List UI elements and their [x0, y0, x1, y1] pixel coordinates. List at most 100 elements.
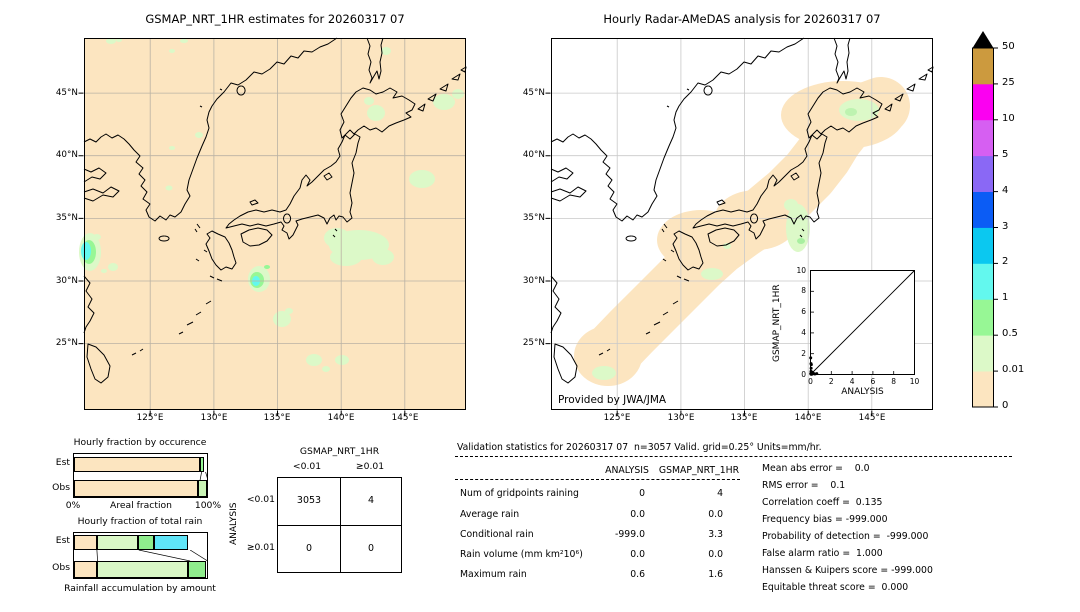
stats-metric: Hanssen & Kuipers score = -999.000	[762, 565, 933, 576]
occurrence-xmax-label: 100%	[194, 500, 222, 511]
right-map-title: Hourly Radar-AMeDAS analysis for 2026031…	[603, 12, 881, 26]
stats-metric: Mean abs error = 0.0	[762, 463, 870, 474]
inset-y-tick-label: 8	[801, 286, 806, 296]
stats-col-analysis: ANALYSIS	[605, 465, 649, 476]
coastline	[550, 37, 934, 384]
colorbar-segment	[972, 371, 994, 408]
contingency-table: 3053 4 0 0	[277, 477, 402, 573]
stats-separator	[455, 479, 740, 480]
left-map-xtick: 135°E	[263, 413, 291, 423]
contingency-row-group: ANALYSIS	[229, 502, 239, 546]
left-map-ytick: 25°N	[55, 338, 78, 348]
bar-segment	[74, 535, 97, 550]
right-map-ytick: 40°N	[522, 150, 545, 160]
colorbar-tick-label: 10	[1002, 112, 1015, 124]
stats-row-label: Conditional rain	[460, 529, 534, 540]
scatter-point	[809, 363, 813, 367]
stats-row-label: Average rain	[460, 509, 520, 520]
inset-y-tick-label: 4	[801, 327, 806, 337]
credit-text: Provided by JWA/JMA	[558, 394, 667, 406]
left-map-xtick: 125°E	[136, 413, 164, 423]
colorbar-segment	[972, 263, 994, 300]
inset-y-tick-labels: 0 2 4 6 8 10	[788, 266, 806, 379]
inset-y-tick-label: 2	[801, 348, 806, 358]
right-map-ytick: 35°N	[522, 213, 545, 223]
right-map-xtick: 135°E	[730, 413, 758, 423]
bar-segment	[188, 561, 206, 578]
right-map-gridlines	[551, 38, 933, 410]
bar-segment	[198, 480, 207, 497]
right-map-ytick: 30°N	[522, 276, 545, 286]
left-map-ytick: 35°N	[55, 213, 78, 223]
stats-metric: False alarm ratio = 1.000	[762, 548, 883, 559]
scatter-point	[809, 372, 813, 376]
inset-diagonal-line	[810, 270, 915, 375]
inset-x-tick-label: 6	[870, 377, 876, 386]
right-map-xtick: 145°E	[858, 413, 886, 423]
stats-metric: Frequency bias = -999.000	[762, 514, 888, 525]
inset-x-tick-label: 8	[891, 377, 897, 386]
stats-header: Validation statistics for 20260317 07 n=…	[457, 442, 822, 453]
stats-analysis-value: 0	[639, 488, 645, 499]
colorbar-over-arrow	[972, 31, 994, 48]
left-map-xtick: 130°E	[200, 413, 228, 423]
coastline	[83, 37, 467, 384]
colorbar-segment	[972, 119, 994, 157]
occurrence-xmin-label: 0%	[65, 500, 81, 511]
colorbar-segment	[972, 191, 994, 228]
left-map-ytick: 30°N	[55, 276, 78, 286]
stats-metric: Equitable threat score = 0.000	[762, 582, 909, 593]
inset-y-tick-label: 10	[796, 265, 806, 275]
stats-row-label: Maximum rain	[460, 569, 527, 580]
occurrence-xaxis-label: Areal fraction	[110, 500, 172, 511]
stats-metric: Probability of detection = -999.000	[762, 531, 929, 542]
totalrain-chart-title: Hourly fraction of total rain	[77, 516, 203, 527]
scatter-point	[809, 356, 813, 360]
right-map-ytick: 25°N	[522, 338, 545, 348]
totalrain-obs-label: Obs	[52, 562, 70, 573]
inset-yaxis-label: GSMAP_NRT_1HR	[772, 284, 782, 362]
obs-bar	[74, 480, 207, 497]
occurrence-chart	[73, 453, 208, 498]
inset-scatter-plot	[809, 270, 915, 376]
right-map-xtick: 125°E	[603, 413, 631, 423]
map-frame	[551, 38, 933, 410]
totalrain-chart-footer: Rainfall accumulation by amount	[64, 583, 216, 594]
colorbar-segment	[972, 299, 994, 336]
stats-analysis-value: 0.0	[630, 509, 645, 520]
contingency-col-group: GSMAP_NRT_1HR	[299, 446, 380, 457]
stats-gsmap-value: 0.0	[708, 549, 723, 560]
colorbar-tick-label: 1	[1002, 292, 1009, 304]
stats-analysis-value: 0.0	[630, 549, 645, 560]
colorbar-labels: 0 0.01 0.5 1 2 3 4 5 10 25 50	[972, 30, 1080, 422]
left-map-precip-patches	[79, 38, 464, 372]
colorbar-tick-label: 0	[1002, 400, 1009, 411]
est-bar	[74, 535, 207, 550]
map-frame	[84, 38, 466, 410]
stats-gsmap-value: 4	[717, 488, 723, 499]
colorbar-tick-label: 0.01	[1002, 364, 1025, 376]
map-tick-marks	[545, 92, 873, 416]
colorbar-segment	[972, 48, 994, 85]
colorbar-tick-label: 25	[1002, 76, 1015, 88]
inset-x-tick-label: 2	[828, 377, 834, 386]
stats-metric: Correlation coeff = 0.135	[762, 497, 883, 508]
bar-segment	[74, 561, 98, 578]
bar-segment	[96, 535, 138, 550]
scatter-point	[815, 372, 819, 376]
colorbar-segment	[972, 335, 994, 372]
bar-segment	[97, 561, 189, 578]
est-bar	[74, 457, 207, 472]
stats-gsmap-value: 1.6	[708, 569, 723, 580]
totalrain-est-label: Est	[55, 535, 70, 546]
inset-xaxis-label: ANALYSIS	[841, 387, 884, 397]
bar-segment	[137, 535, 154, 550]
stats-gsmap-value: 3.3	[708, 529, 723, 540]
colorbar-tick-label: 5	[1002, 148, 1009, 160]
left-map	[78, 37, 467, 416]
contingency-cell: 3053	[296, 495, 322, 506]
inset-y-tick-label: 6	[801, 307, 806, 317]
map-tick-marks	[78, 92, 406, 416]
right-map-xtick: 140°E	[794, 413, 822, 423]
